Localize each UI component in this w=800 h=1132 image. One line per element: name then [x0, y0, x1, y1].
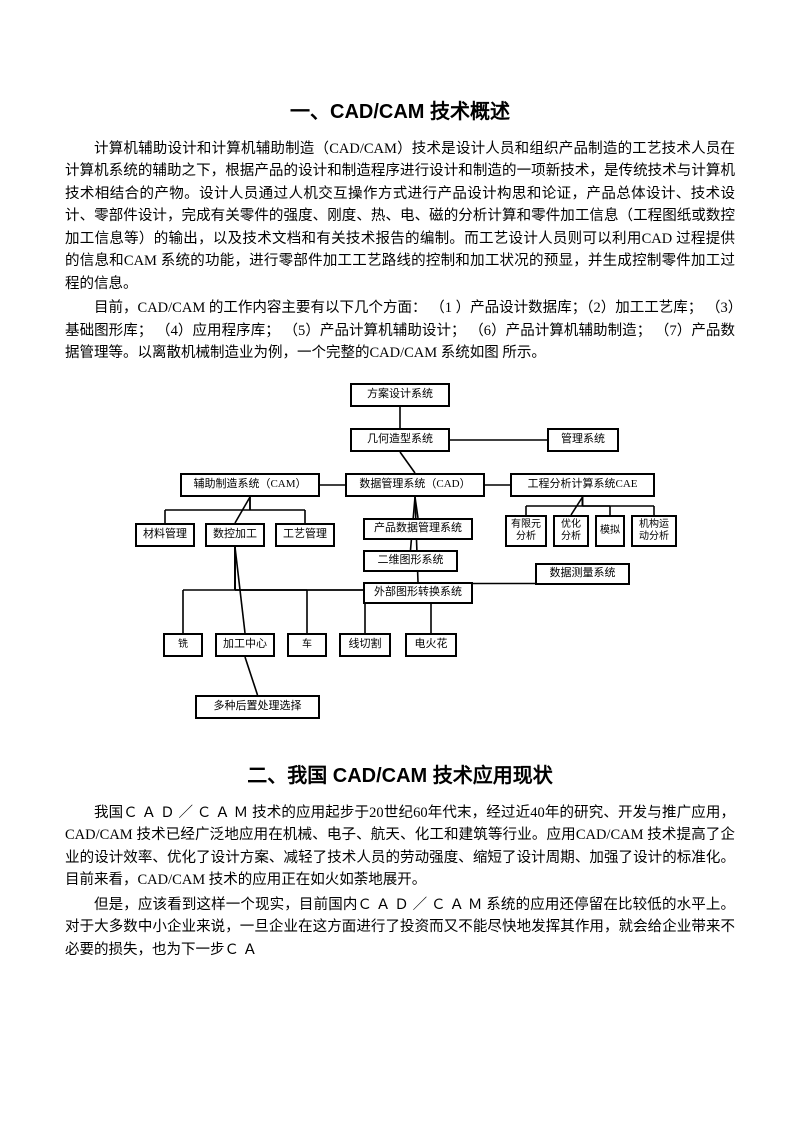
- section-2-heading: 二、我国 CAD/CAM 技术应用现状: [65, 759, 735, 788]
- flowchart-node: 模拟: [595, 515, 625, 547]
- flowchart-node: 数控加工: [205, 523, 265, 547]
- flowchart-node: 优化分析: [553, 515, 589, 547]
- flowchart-node: 铣: [163, 633, 203, 657]
- section-1-p2: 目前，CAD/CAM 的工作内容主要有以下几个方面： （1 ）产品设计数据库；（…: [65, 297, 735, 364]
- flowchart-node: 电火花: [405, 633, 457, 657]
- flowchart-node: 辅助制造系统（CAM）: [180, 473, 320, 497]
- flowchart-node: 多种后置处理选择: [195, 695, 320, 719]
- section-1-p1: 计算机辅助设计和计算机辅助制造（CAD/CAM）技术是设计人员和组织产品制造的工…: [65, 138, 735, 295]
- flowchart-node: 加工中心: [215, 633, 275, 657]
- diagram-container: 方案设计系统几何造型系统 管理系统辅助制造系统（CAM） 数据管理系统（CAD） 工程…: [65, 383, 735, 733]
- flowchart-node: 方案设计系统: [350, 383, 450, 407]
- flowchart-node: 数据测量系统: [535, 563, 630, 585]
- section-2-p1: 我国Ｃ Ａ Ｄ ／ Ｃ Ａ Ｍ 技术的应用起步于20世纪60年代末，经过近40年…: [65, 802, 735, 892]
- flowchart-node: 管理系统: [547, 428, 619, 452]
- section-1-heading: 一、CAD/CAM 技术概述: [65, 95, 735, 124]
- cadcam-flowchart: 方案设计系统几何造型系统 管理系统辅助制造系统（CAM） 数据管理系统（CAD） 工程…: [115, 383, 685, 733]
- flowchart-node: 机构运动分析: [631, 515, 677, 547]
- flowchart-node: 有限元分析: [505, 515, 547, 547]
- flowchart-node: 产品数据管理系统: [363, 518, 473, 540]
- flowchart-node: 车: [287, 633, 327, 657]
- flowchart-node: 线切割: [339, 633, 391, 657]
- section-2-p2: 但是，应该看到这样一个现实，目前国内Ｃ Ａ Ｄ ／ Ｃ Ａ Ｍ 系统的应用还停留…: [65, 894, 735, 961]
- flowchart-node: 几何造型系统: [350, 428, 450, 452]
- flowchart-node: 二维图形系统: [363, 550, 458, 572]
- flowchart-node: 工程分析计算系统CAE: [510, 473, 655, 497]
- flowchart-node: 工艺管理: [275, 523, 335, 547]
- flowchart-node: 材料管理: [135, 523, 195, 547]
- flowchart-node: 外部图形转换系统: [363, 582, 473, 604]
- flowchart-node: 数据管理系统（CAD）: [345, 473, 485, 497]
